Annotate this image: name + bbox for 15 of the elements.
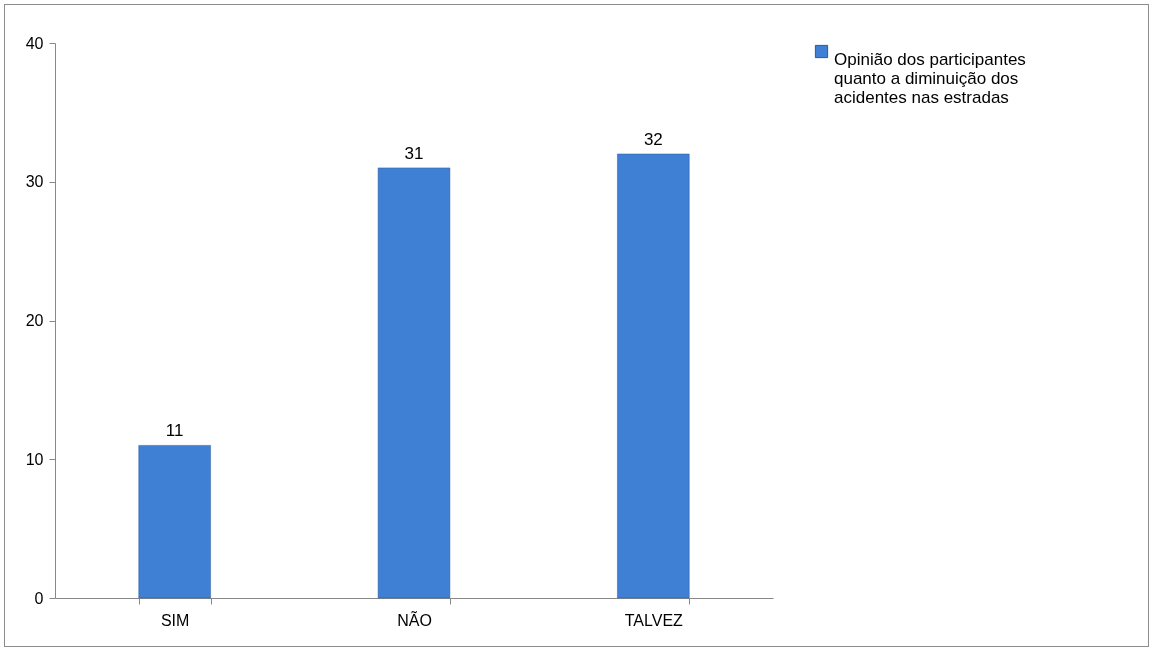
bar	[377, 167, 451, 599]
legend-label: Opinião dos participantes quanto a diminuição dos acidentes nas estradas	[834, 49, 1026, 107]
x-tick-label: TALVEZ	[624, 611, 684, 629]
data-label: 31	[404, 143, 424, 163]
data-label: 32	[643, 130, 663, 149]
bar	[617, 153, 690, 599]
y-tick-label: 0	[34, 589, 44, 607]
y-tick-label: 40	[25, 34, 44, 52]
data-label: 11	[165, 421, 184, 441]
y-tick-label: 10	[25, 450, 44, 468]
y-tick-label: 30	[25, 173, 44, 191]
x-tick-label: NÃO	[397, 609, 432, 629]
y-tick-label: 20	[25, 312, 44, 329]
bar	[138, 445, 211, 599]
x-tick-label: SIM	[160, 611, 190, 629]
